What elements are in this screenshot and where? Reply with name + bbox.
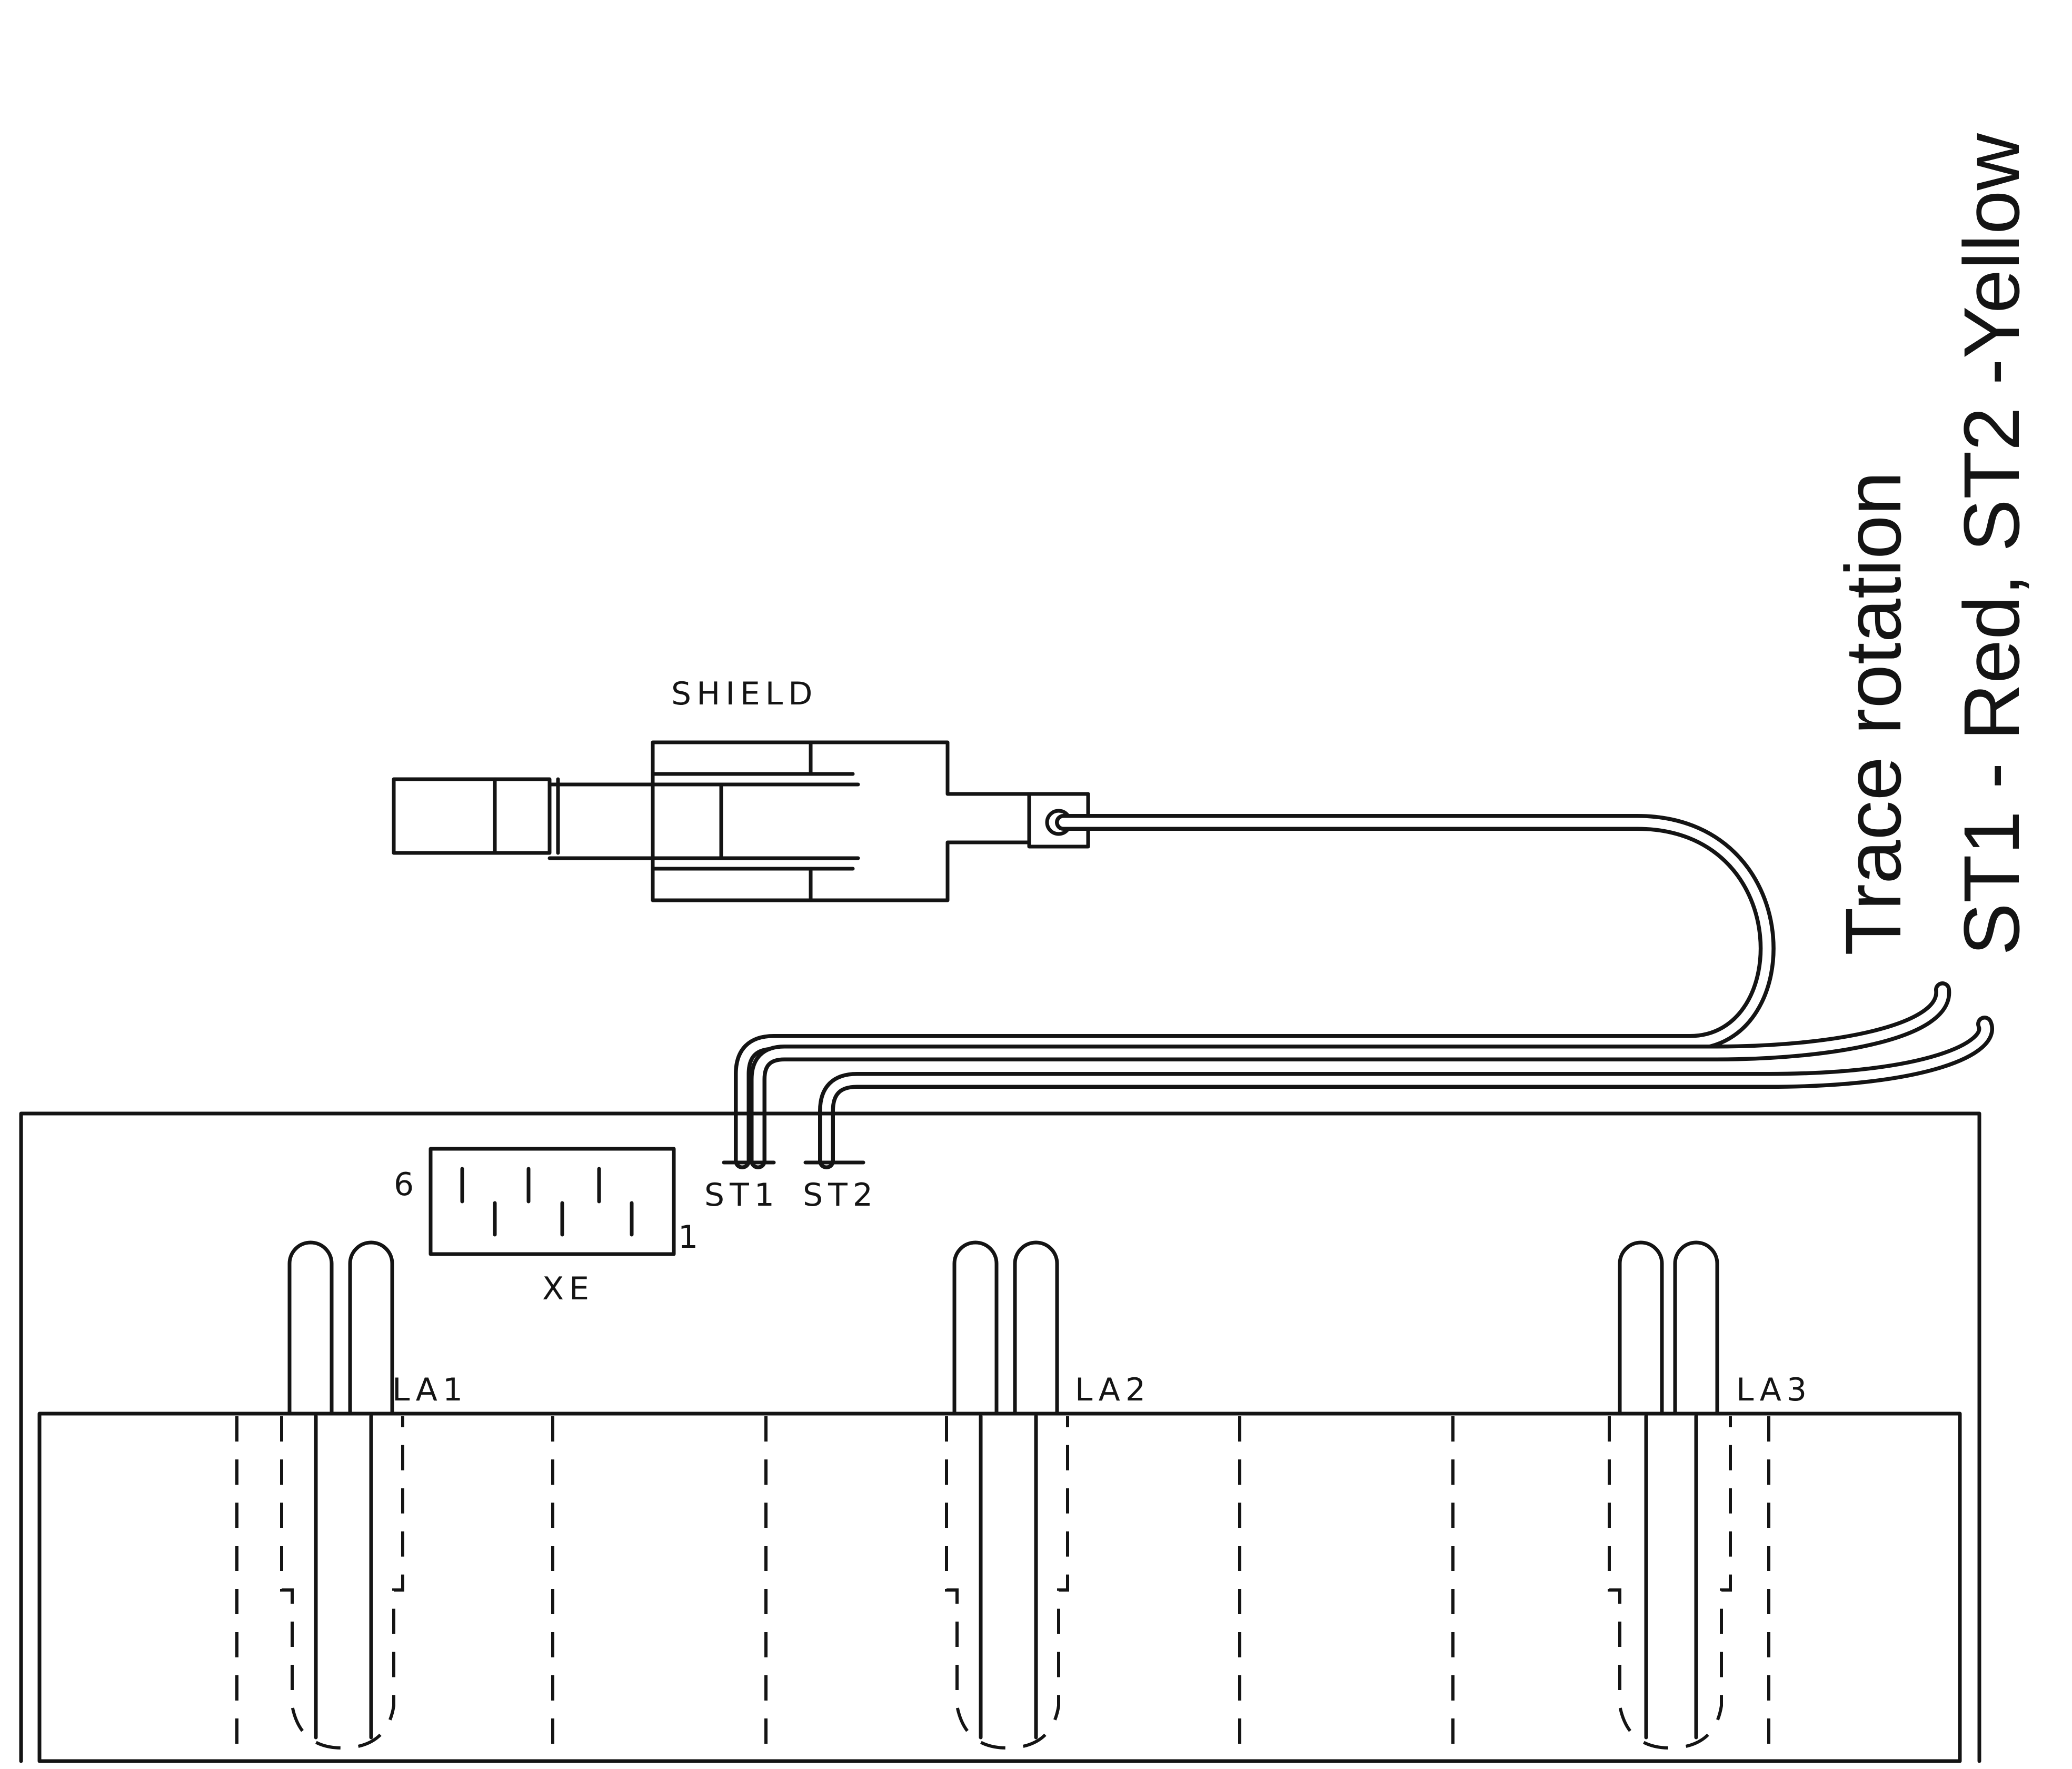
la3-label: LA3 (1736, 1372, 1812, 1408)
xe-label: XE (542, 1270, 594, 1307)
shield-assembly (392, 740, 1090, 902)
st1-label: ST1 (704, 1177, 780, 1214)
la2-label: LA2 (1075, 1372, 1151, 1408)
shield-label: SHIELD (671, 675, 818, 712)
lamp-la2 (945, 1240, 1069, 1750)
board-outline (19, 1111, 1981, 1763)
wire-harness (734, 814, 1994, 1169)
note-line-1: Trace rotation (1829, 471, 1917, 956)
st2-label: ST2 (803, 1177, 878, 1214)
xe-connector (429, 1147, 676, 1256)
xe-pin6-label: 6 (394, 1166, 419, 1203)
lamp-la3 (1608, 1240, 1732, 1750)
note-line-2: ST1 - Red, ST2 -Yellow (1947, 133, 2036, 956)
lamp-block (37, 1412, 1962, 1763)
lamp-la1 (280, 1240, 404, 1750)
la1-label: LA1 (392, 1372, 468, 1408)
xe-pin1-label: 1 (678, 1219, 703, 1256)
